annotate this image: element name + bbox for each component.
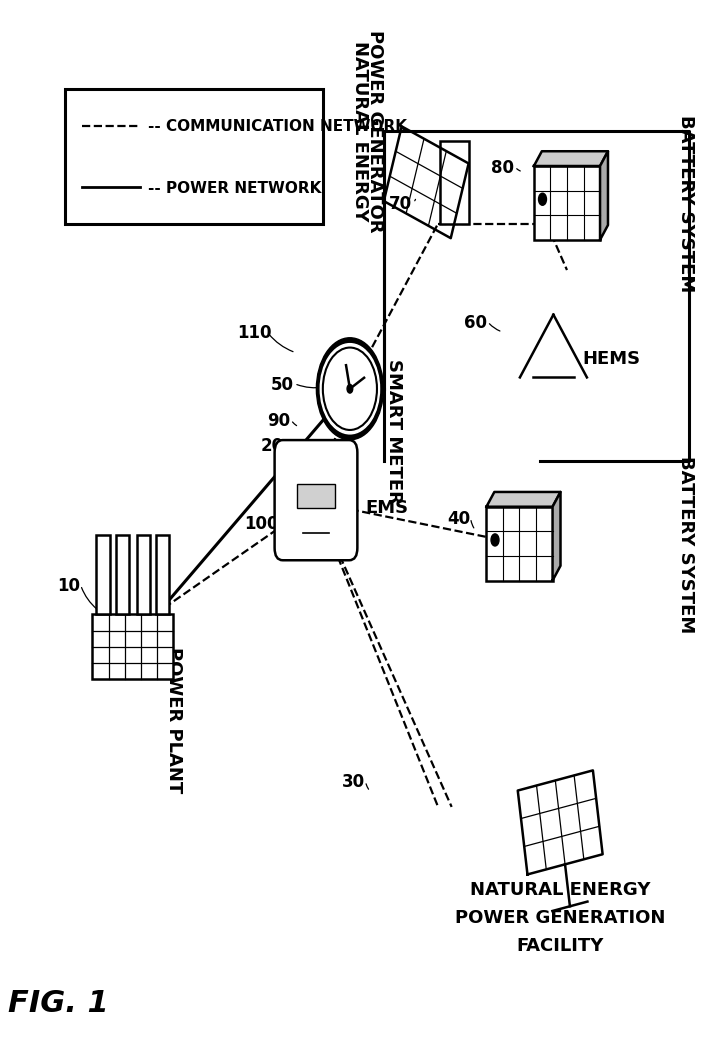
Bar [486, 507, 553, 581]
FancyBboxPatch shape [275, 441, 357, 561]
Text: 100: 100 [244, 515, 279, 532]
Text: BATTERY SYSTEM: BATTERY SYSTEM [676, 455, 694, 632]
Text: SMART METER: SMART METER [385, 358, 403, 503]
Bar [534, 167, 600, 241]
Text: POWER GENERATION: POWER GENERATION [455, 909, 665, 926]
Bar [298, 485, 335, 508]
Text: POWER GENERATOR: POWER GENERATOR [366, 30, 384, 232]
Text: FACILITY: FACILITY [516, 937, 604, 954]
Circle shape [538, 194, 546, 206]
Circle shape [320, 344, 379, 435]
Text: 50: 50 [271, 375, 293, 393]
Bar [137, 536, 150, 615]
Text: 30: 30 [342, 772, 365, 790]
Text: EMS: EMS [365, 499, 409, 517]
Circle shape [347, 386, 352, 394]
Bar [65, 91, 323, 224]
Polygon shape [534, 152, 608, 167]
Text: FIG. 1: FIG. 1 [8, 989, 108, 1018]
Bar [115, 536, 129, 615]
Text: 40: 40 [446, 510, 470, 527]
Polygon shape [600, 152, 608, 241]
Circle shape [316, 339, 383, 441]
Text: 70: 70 [389, 195, 412, 213]
Text: NATURAL ENERGY: NATURAL ENERGY [351, 42, 369, 222]
Text: NATURAL ENERGY: NATURAL ENERGY [470, 880, 650, 898]
Bar [93, 615, 173, 679]
Text: BATTERY SYSTEM: BATTERY SYSTEM [676, 115, 694, 292]
Text: HEMS: HEMS [582, 349, 640, 368]
Text: 10: 10 [57, 576, 80, 594]
Bar [96, 536, 110, 615]
Text: 80: 80 [491, 158, 514, 176]
Text: 90: 90 [267, 412, 290, 429]
Text: 110: 110 [238, 324, 272, 342]
Bar [440, 142, 468, 224]
Bar [156, 536, 169, 615]
Text: 60: 60 [464, 314, 487, 331]
Circle shape [491, 535, 499, 546]
Polygon shape [553, 493, 560, 581]
Text: -- COMMUNICATION NETWORK: -- COMMUNICATION NETWORK [147, 119, 407, 133]
Text: POWER PLANT: POWER PLANT [164, 646, 182, 793]
Text: -- POWER NETWORK: -- POWER NETWORK [147, 180, 321, 196]
Polygon shape [486, 493, 560, 507]
Text: 20: 20 [261, 437, 283, 455]
